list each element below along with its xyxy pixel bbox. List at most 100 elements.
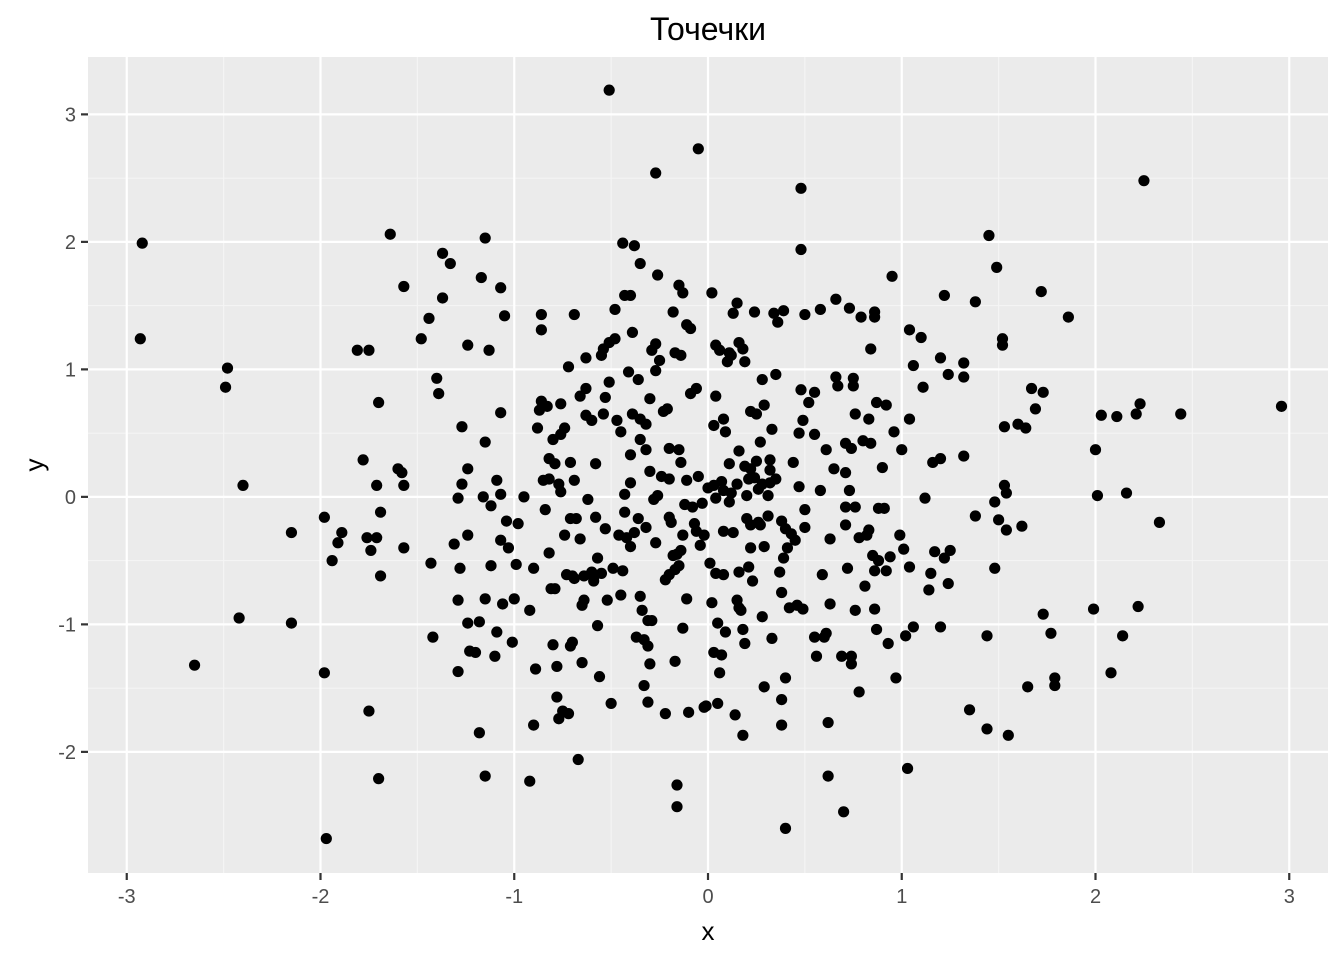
- data-point: [332, 537, 344, 549]
- data-point: [793, 481, 805, 493]
- data-point: [969, 296, 981, 308]
- data-point: [363, 344, 375, 356]
- data-point: [373, 396, 385, 409]
- chart-title: Точечки: [650, 11, 766, 47]
- data-point: [725, 487, 737, 499]
- data-point: [715, 649, 728, 661]
- data-point: [764, 464, 776, 476]
- data-point: [398, 280, 410, 293]
- data-point: [777, 305, 790, 317]
- data-point: [479, 232, 491, 244]
- data-point: [136, 237, 148, 249]
- data-point: [934, 621, 947, 633]
- data-point: [539, 504, 551, 516]
- data-point: [543, 473, 555, 485]
- data-point: [491, 474, 503, 486]
- data-point: [634, 590, 646, 602]
- data-point: [719, 426, 732, 438]
- data-point: [650, 167, 662, 179]
- data-point: [731, 478, 743, 490]
- data-point: [644, 393, 656, 405]
- data-point: [568, 474, 580, 486]
- y-tick-label: 3: [65, 104, 76, 126]
- data-point: [485, 560, 497, 572]
- data-point: [888, 426, 900, 438]
- data-point: [810, 650, 823, 662]
- data-point: [870, 623, 883, 636]
- data-point: [219, 381, 232, 393]
- data-point: [770, 368, 782, 381]
- data-point: [766, 423, 778, 435]
- data-point: [134, 333, 146, 345]
- data-point: [603, 84, 615, 96]
- data-point: [456, 421, 468, 433]
- data-point: [1105, 667, 1117, 679]
- data-point: [374, 506, 387, 518]
- data-point: [781, 542, 794, 554]
- data-point: [795, 182, 807, 194]
- data-point: [475, 271, 487, 284]
- data-point: [650, 365, 662, 377]
- data-point: [462, 617, 474, 629]
- data-point: [795, 243, 807, 256]
- data-point: [221, 362, 234, 374]
- x-tick-label: 0: [702, 886, 713, 908]
- data-point: [597, 408, 609, 420]
- data-point: [903, 561, 916, 573]
- data-point: [808, 631, 821, 643]
- data-point: [528, 719, 540, 731]
- data-point: [524, 604, 536, 616]
- data-point: [436, 292, 449, 304]
- data-point: [677, 529, 689, 541]
- data-point: [694, 539, 706, 551]
- data-point: [1111, 410, 1123, 423]
- data-point: [1153, 516, 1166, 528]
- data-point: [624, 449, 637, 461]
- data-point: [632, 373, 644, 386]
- data-point: [473, 727, 485, 739]
- data-point: [541, 400, 553, 412]
- data-point: [845, 650, 857, 662]
- data-point: [855, 311, 867, 323]
- data-point: [1091, 490, 1104, 502]
- data-point: [590, 458, 602, 470]
- data-point: [880, 399, 892, 411]
- data-point: [456, 478, 468, 490]
- data-point: [894, 529, 906, 541]
- data-point: [849, 501, 861, 513]
- data-point: [869, 565, 881, 577]
- data-point: [758, 681, 770, 693]
- data-point: [497, 598, 509, 610]
- data-point: [723, 458, 735, 470]
- data-point: [958, 450, 970, 462]
- data-point: [903, 413, 916, 425]
- data-point: [1275, 400, 1288, 412]
- data-point: [477, 491, 489, 503]
- data-point: [836, 650, 848, 662]
- data-point: [628, 240, 640, 252]
- data-point: [603, 376, 615, 388]
- data-point: [479, 436, 491, 448]
- data-point: [1049, 679, 1061, 692]
- data-point: [564, 456, 577, 469]
- data-point: [863, 413, 875, 425]
- y-axis-title: y: [19, 459, 49, 472]
- data-point: [1062, 311, 1074, 323]
- data-point: [640, 444, 652, 456]
- data-point: [756, 611, 768, 623]
- data-point: [1130, 408, 1142, 420]
- data-point: [510, 558, 522, 571]
- data-point: [605, 697, 617, 710]
- data-point: [576, 657, 588, 669]
- data-point: [574, 533, 586, 545]
- data-point: [326, 555, 338, 567]
- data-point: [981, 630, 993, 642]
- data-point: [714, 667, 726, 679]
- data-point: [531, 422, 544, 434]
- data-point: [1049, 672, 1061, 684]
- data-point: [518, 491, 530, 503]
- data-point: [599, 523, 611, 535]
- data-point: [758, 541, 770, 553]
- x-tick-label: -1: [505, 886, 523, 908]
- data-point: [624, 289, 637, 302]
